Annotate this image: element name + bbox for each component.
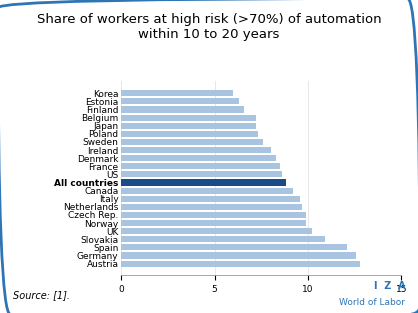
Text: World of Labor: World of Labor xyxy=(339,298,405,307)
Bar xyxy=(121,90,233,96)
Text: I  Z  A: I Z A xyxy=(374,281,405,291)
Bar xyxy=(121,252,357,259)
Bar xyxy=(121,163,280,169)
Bar xyxy=(121,147,270,153)
Bar xyxy=(121,204,302,210)
Bar xyxy=(121,131,257,137)
Bar xyxy=(121,139,263,145)
Bar xyxy=(121,220,306,226)
Bar xyxy=(121,260,360,267)
Bar xyxy=(121,115,256,121)
Bar xyxy=(121,212,306,218)
Bar xyxy=(121,236,325,242)
Bar xyxy=(121,187,293,194)
Text: Share of workers at high risk (>70%) of automation
within 10 to 20 years: Share of workers at high risk (>70%) of … xyxy=(37,13,381,40)
Bar xyxy=(121,228,312,234)
Bar xyxy=(121,123,256,129)
Bar xyxy=(121,155,276,161)
Bar xyxy=(121,98,239,105)
Text: Source: [1].: Source: [1]. xyxy=(13,290,69,300)
Bar xyxy=(121,171,282,177)
Bar xyxy=(121,179,285,186)
Bar xyxy=(121,106,245,112)
Bar xyxy=(121,244,347,250)
Bar xyxy=(121,196,301,202)
